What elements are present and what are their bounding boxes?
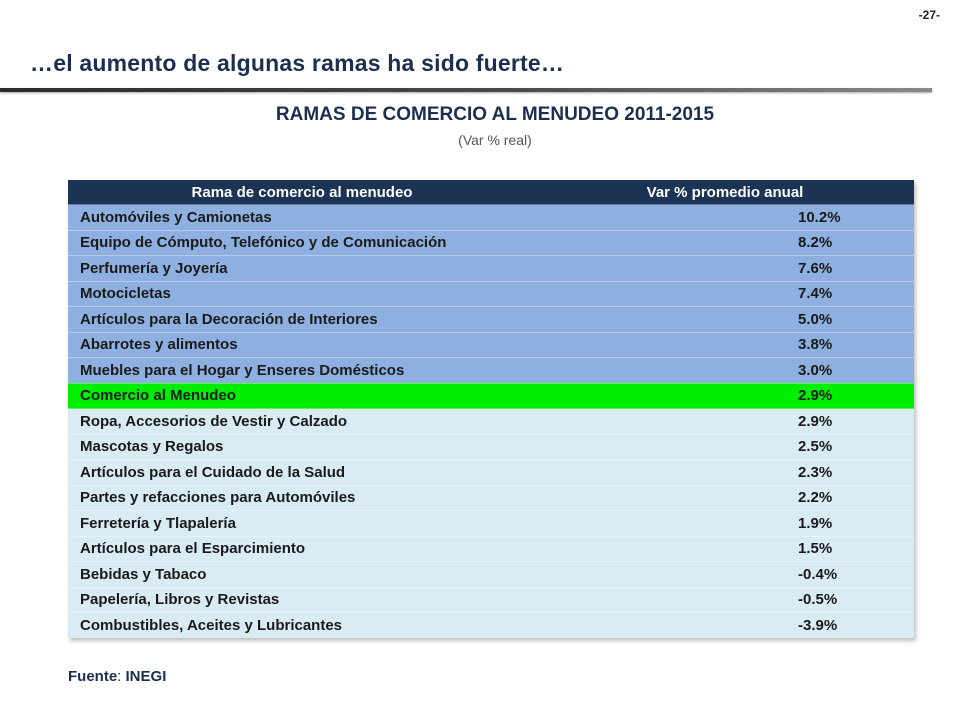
table-row: Artículos para el Esparcimiento 1.5% bbox=[68, 535, 914, 562]
variation-value-cell: 2.5% bbox=[536, 433, 914, 460]
branch-name-cell: Motocicletas bbox=[68, 280, 536, 307]
variation-value-cell: 5.0% bbox=[536, 306, 914, 332]
variation-value-cell: 3.8% bbox=[536, 331, 914, 358]
branch-name-cell: Artículos para la Decoración de Interior… bbox=[68, 306, 536, 332]
branch-name-cell: Perfumería y Joyería bbox=[68, 255, 536, 281]
variation-value-cell: 7.4% bbox=[536, 280, 914, 307]
table-row: Partes y refacciones para Automóviles 2.2… bbox=[68, 484, 914, 511]
slide-title: …el aumento de algunas ramas ha sido fue… bbox=[30, 50, 565, 76]
page-number: -27- bbox=[918, 8, 940, 22]
table-row: Bebidas y Tabaco -0.4% bbox=[68, 561, 914, 587]
source-value: INEGI bbox=[125, 668, 167, 685]
table-row: Mascotas y Regalos 2.5% bbox=[68, 433, 914, 460]
table-title: RAMAS DE COMERCIO AL MENUDEO 2011-2015 bbox=[275, 104, 715, 125]
branch-name-cell: Combustibles, Aceites y Lubricantes bbox=[68, 612, 536, 638]
variation-value-cell: -0.4% bbox=[536, 561, 914, 587]
variation-value-cell: -3.9% bbox=[536, 612, 914, 638]
table-row: Ropa, Accesorios de Vestir y Calzado 2.9% bbox=[68, 408, 914, 434]
branch-name-cell: Comercio al Menudeo bbox=[68, 382, 536, 409]
source-separator: : bbox=[117, 668, 122, 685]
branch-name-cell: Mascotas y Regalos bbox=[68, 433, 536, 460]
branch-name-cell: Ferretería y Tlapalería bbox=[68, 510, 536, 536]
table-subtitle: (Var % real) bbox=[458, 132, 532, 148]
variation-value-cell: 1.9% bbox=[536, 510, 914, 536]
branch-name-cell: Artículos para el Esparcimiento bbox=[68, 535, 536, 562]
variation-value-cell: 2.3% bbox=[536, 459, 914, 485]
table-header-row: Rama de comercio al menudeo Var % promed… bbox=[68, 180, 914, 205]
table-row: Artículos para la Decoración de Interior… bbox=[68, 306, 914, 332]
branch-name-cell: Muebles para el Hogar y Enseres Doméstic… bbox=[68, 357, 536, 383]
table-row: Combustibles, Aceites y Lubricantes -3.9% bbox=[68, 612, 914, 638]
source-note: Fuente: INEGI bbox=[68, 668, 166, 685]
variation-value-cell: 1.5% bbox=[536, 535, 914, 562]
branch-name-cell: Ropa, Accesorios de Vestir y Calzado bbox=[68, 408, 536, 434]
table-row: Artículos para el Cuidado de la Salud 2.3… bbox=[68, 459, 914, 485]
variation-value-cell: -0.5% bbox=[536, 586, 914, 613]
table-row: Papelería, Libros y Revistas -0.5% bbox=[68, 586, 914, 613]
table-row: Ferretería y Tlapalería 1.9% bbox=[68, 510, 914, 536]
table-row: Automóviles y Camionetas 10.2% bbox=[68, 204, 914, 230]
variation-value-cell: 8.2% bbox=[536, 229, 914, 256]
branch-name-cell: Artículos para el Cuidado de la Salud bbox=[68, 459, 536, 485]
variation-value-cell: 2.9% bbox=[536, 382, 914, 409]
variation-value-cell: 2.9% bbox=[536, 408, 914, 434]
table-row: Motocicletas 7.4% bbox=[68, 280, 914, 307]
source-label: Fuente bbox=[68, 668, 118, 685]
table-row: Abarrotes y alimentos 3.8% bbox=[68, 331, 914, 358]
table-body: Automóviles y Camionetas 10.2% Equipo de C… bbox=[68, 204, 914, 638]
branch-name-cell: Papelería, Libros y Revistas bbox=[68, 586, 536, 613]
retail-branches-table: Rama de comercio al menudeo Var % promed… bbox=[68, 180, 914, 638]
variation-value-cell: 10.2% bbox=[536, 204, 914, 230]
variation-value-cell: 3.0% bbox=[536, 357, 914, 383]
variation-value-cell: 2.2% bbox=[536, 484, 914, 511]
title-divider bbox=[0, 88, 932, 92]
table-row: Muebles para el Hogar y Enseres Doméstic… bbox=[68, 357, 914, 383]
table-row-total: Comercio al Menudeo 2.9% bbox=[68, 382, 914, 409]
branch-name-cell: Partes y refacciones para Automóviles bbox=[68, 484, 536, 511]
branch-name-cell: Abarrotes y alimentos bbox=[68, 331, 536, 358]
branch-name-cell: Automóviles y Camionetas bbox=[68, 204, 536, 230]
column-header-branch: Rama de comercio al menudeo bbox=[68, 180, 536, 205]
table-row: Perfumería y Joyería 7.6% bbox=[68, 255, 914, 281]
column-header-variation: Var % promedio anual bbox=[536, 180, 914, 205]
variation-value-cell: 7.6% bbox=[536, 255, 914, 281]
table-row: Equipo de Cómputo, Telefónico y de Comun… bbox=[68, 229, 914, 256]
branch-name-cell: Bebidas y Tabaco bbox=[68, 561, 536, 587]
branch-name-cell: Equipo de Cómputo, Telefónico y de Comun… bbox=[68, 229, 536, 256]
